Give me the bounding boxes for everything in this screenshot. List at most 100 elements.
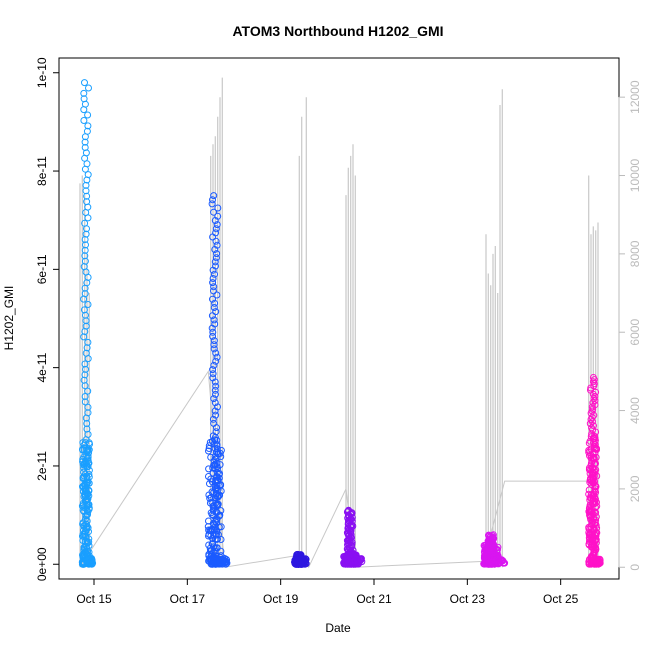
data-point bbox=[299, 558, 307, 566]
data-point bbox=[81, 491, 89, 499]
data-point bbox=[221, 557, 229, 565]
data-point bbox=[210, 316, 218, 324]
data-point bbox=[213, 484, 221, 492]
data-point bbox=[207, 453, 215, 461]
data-point bbox=[82, 322, 90, 330]
data-point bbox=[357, 555, 365, 563]
data-point bbox=[80, 547, 88, 555]
data-point bbox=[78, 502, 86, 510]
data-point bbox=[209, 279, 217, 287]
data-point bbox=[480, 560, 488, 568]
data-point bbox=[211, 552, 219, 560]
data-point bbox=[82, 187, 90, 195]
data-point bbox=[343, 553, 351, 561]
data-point bbox=[80, 474, 88, 482]
data-point bbox=[209, 415, 217, 423]
data-point bbox=[83, 198, 91, 206]
data-point bbox=[215, 492, 223, 500]
data-point bbox=[588, 464, 596, 472]
data-point bbox=[211, 535, 219, 543]
data-point bbox=[589, 469, 597, 477]
data-point bbox=[212, 476, 220, 484]
data-point bbox=[590, 472, 598, 480]
data-point bbox=[81, 360, 89, 368]
data-point bbox=[210, 287, 217, 295]
data-point bbox=[80, 89, 88, 97]
data-point bbox=[85, 479, 93, 487]
y2-tick-label: 6000 bbox=[628, 319, 642, 346]
data-point bbox=[209, 519, 217, 527]
data-point bbox=[344, 560, 352, 568]
data-point bbox=[210, 192, 218, 200]
data-point bbox=[83, 127, 91, 135]
data-point bbox=[587, 454, 595, 462]
data-point bbox=[79, 439, 87, 447]
data-point bbox=[205, 442, 213, 450]
data-point bbox=[217, 547, 225, 555]
data-point bbox=[213, 291, 221, 299]
x-tick-label: Oct 25 bbox=[543, 592, 579, 606]
data-point bbox=[222, 560, 230, 568]
data-point bbox=[80, 446, 88, 454]
data-point bbox=[213, 250, 221, 258]
data-point bbox=[495, 559, 503, 567]
data-point bbox=[81, 393, 89, 400]
data-point bbox=[80, 306, 88, 314]
data-point bbox=[81, 144, 89, 151]
data-point bbox=[591, 519, 599, 527]
data-point bbox=[489, 532, 497, 540]
data-point bbox=[208, 200, 216, 208]
y-tick-label: 0e+00 bbox=[35, 547, 49, 581]
data-point bbox=[205, 557, 213, 565]
data-point bbox=[207, 547, 214, 555]
data-point bbox=[211, 461, 219, 469]
data-point bbox=[592, 536, 600, 544]
data-point bbox=[82, 365, 90, 373]
data-point bbox=[214, 535, 221, 543]
data-point bbox=[79, 551, 86, 559]
data-point bbox=[586, 420, 594, 428]
data-point bbox=[83, 344, 91, 352]
data-point bbox=[206, 555, 214, 563]
data-point bbox=[83, 489, 91, 497]
data-point bbox=[211, 433, 219, 441]
data-point bbox=[590, 500, 598, 508]
x-tick-label: Oct 21 bbox=[356, 592, 392, 606]
data-point bbox=[88, 555, 96, 562]
data-point bbox=[81, 257, 89, 265]
data-point bbox=[82, 515, 89, 523]
data-point bbox=[85, 84, 92, 92]
data-point bbox=[589, 374, 597, 381]
data-point bbox=[209, 374, 217, 382]
data-point bbox=[213, 500, 221, 508]
data-point bbox=[212, 229, 220, 237]
data-point bbox=[82, 486, 90, 494]
data-point bbox=[210, 419, 218, 427]
data-point bbox=[81, 138, 89, 146]
data-point bbox=[586, 501, 594, 509]
data-point bbox=[593, 502, 601, 510]
data-point bbox=[211, 258, 219, 266]
data-point bbox=[212, 308, 220, 316]
x-axis-label: Date bbox=[325, 621, 351, 635]
data-point bbox=[83, 192, 91, 200]
chart-title: ATOM3 Northbound H1202_GMI bbox=[232, 23, 443, 39]
data-point bbox=[81, 290, 89, 298]
data-point bbox=[211, 320, 219, 328]
data-point bbox=[211, 407, 219, 415]
y2-tick-label: 2000 bbox=[628, 475, 642, 502]
data-point bbox=[209, 332, 217, 340]
data-point bbox=[212, 382, 220, 390]
data-point bbox=[585, 439, 593, 447]
data-point bbox=[214, 204, 222, 212]
data-point bbox=[214, 403, 221, 411]
data-point bbox=[85, 504, 93, 512]
data-point bbox=[212, 357, 220, 365]
data-point bbox=[206, 499, 214, 507]
y-axis-label: H1202_GMI bbox=[2, 286, 16, 351]
data-point bbox=[216, 470, 223, 477]
data-point bbox=[213, 424, 220, 432]
data-point bbox=[210, 341, 218, 349]
